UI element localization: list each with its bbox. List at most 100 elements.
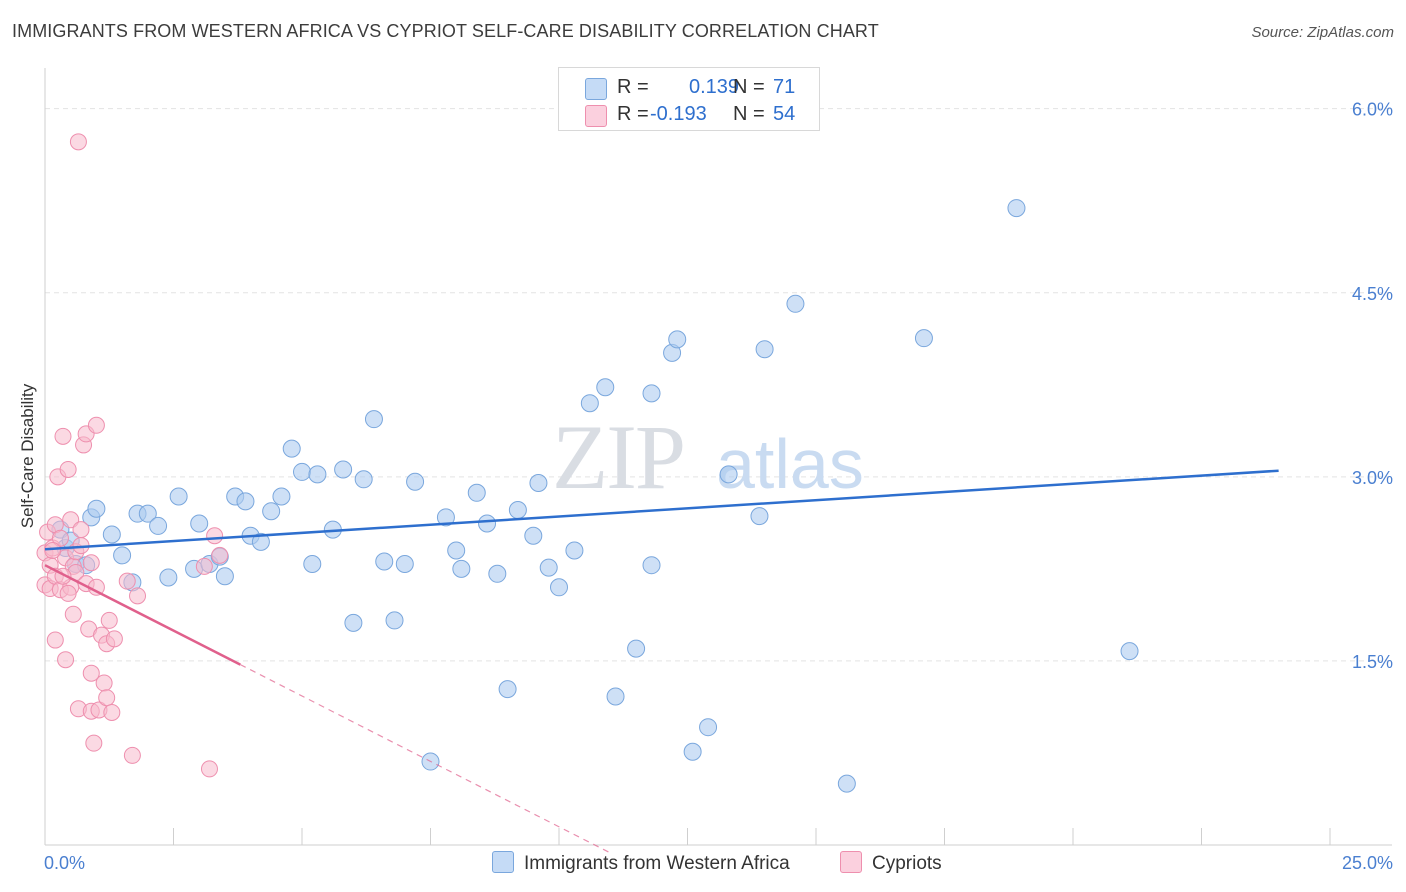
data-point-blue bbox=[375, 552, 394, 571]
data-point-blue bbox=[539, 558, 558, 577]
data-point-pink bbox=[64, 605, 82, 623]
data-point-blue bbox=[385, 611, 404, 630]
legend-row-pink: R = -0.193 N = 54 bbox=[559, 102, 819, 128]
watermark-atlas: atlas bbox=[716, 425, 864, 503]
legend-row-blue: R = 0.139 N = 71 bbox=[559, 75, 819, 101]
watermark-zip: ZIP bbox=[552, 406, 684, 508]
y-axis-label: Self-Care Disability bbox=[18, 383, 37, 529]
data-point-blue bbox=[308, 465, 327, 484]
data-point-pink bbox=[123, 746, 141, 764]
legend-swatch-pink bbox=[585, 105, 607, 127]
data-point-blue bbox=[364, 410, 383, 429]
data-point-blue bbox=[580, 394, 599, 413]
data-point-blue bbox=[395, 554, 414, 573]
data-point-blue bbox=[190, 514, 209, 533]
data-point-blue bbox=[1007, 199, 1026, 218]
bottom-legend-label-pink: Cypriots bbox=[872, 853, 942, 874]
y-tick-label: 3.0% bbox=[1352, 468, 1393, 488]
data-point-blue bbox=[596, 378, 615, 397]
bottom-legend-label-blue: Immigrants from Western Africa bbox=[524, 853, 790, 874]
data-point-pink bbox=[82, 554, 100, 572]
data-point-pink bbox=[72, 521, 90, 539]
data-point-pink bbox=[200, 760, 218, 778]
data-point-blue bbox=[914, 329, 933, 348]
trend-line-blue bbox=[44, 469, 1279, 551]
data-point-pink bbox=[105, 630, 123, 648]
data-point-blue bbox=[1120, 642, 1139, 661]
data-point-pink bbox=[59, 460, 77, 478]
bottom-legend-swatch-pink bbox=[840, 851, 862, 873]
data-point-blue bbox=[606, 687, 625, 706]
data-point-blue bbox=[215, 567, 234, 586]
data-point-blue bbox=[524, 526, 543, 545]
data-point-pink bbox=[129, 587, 147, 605]
data-point-blue bbox=[159, 568, 178, 587]
watermark: ZIP atlas bbox=[552, 406, 864, 508]
data-point-pink bbox=[95, 674, 113, 692]
data-point-pink bbox=[211, 546, 229, 564]
data-point-blue bbox=[447, 541, 466, 560]
data-point-pink bbox=[118, 572, 136, 590]
bottom-legend-blue: Immigrants from Western Africa bbox=[492, 851, 790, 877]
y-tick-labels: 1.5% 3.0% 4.5% 6.0% bbox=[1352, 100, 1393, 672]
data-point-blue bbox=[138, 504, 157, 523]
data-point-blue bbox=[303, 554, 322, 573]
data-point-blue bbox=[683, 742, 702, 761]
data-point-blue bbox=[452, 559, 471, 578]
legend-r-label: R = bbox=[617, 76, 649, 98]
trend-line-pink-extension bbox=[240, 664, 611, 854]
y-tick-label: 6.0% bbox=[1352, 100, 1393, 120]
x-tick-label: 25.0% bbox=[1342, 853, 1393, 873]
y-tick-label: 4.5% bbox=[1352, 284, 1393, 304]
legend-n-label: N = bbox=[733, 103, 765, 125]
y-tick-label: 1.5% bbox=[1352, 652, 1393, 672]
data-point-pink bbox=[87, 416, 105, 434]
data-point-blue bbox=[550, 578, 568, 597]
data-point-blue bbox=[113, 546, 132, 565]
data-point-pink bbox=[57, 651, 75, 669]
data-point-blue bbox=[406, 472, 425, 491]
legend-r-value-blue: 0.139 bbox=[689, 76, 740, 98]
legend-n-value-blue: 71 bbox=[773, 76, 796, 98]
data-point-blue bbox=[354, 470, 373, 489]
data-point-pink bbox=[195, 557, 213, 575]
bottom-legend-swatch-blue bbox=[492, 851, 514, 873]
data-point-blue bbox=[334, 460, 353, 479]
data-point-blue bbox=[293, 462, 311, 481]
legend-r-value-pink: -0.193 bbox=[650, 103, 707, 125]
data-point-blue bbox=[642, 556, 661, 575]
data-point-blue bbox=[508, 500, 527, 519]
data-point-blue bbox=[251, 532, 270, 551]
data-point-blue bbox=[627, 639, 646, 658]
data-point-blue bbox=[436, 508, 455, 527]
data-point-blue bbox=[272, 487, 291, 506]
data-point-pink bbox=[69, 133, 87, 151]
data-point-blue bbox=[478, 514, 497, 533]
data-point-blue bbox=[668, 330, 687, 349]
data-point-pink bbox=[54, 427, 72, 445]
data-point-pink bbox=[62, 511, 80, 529]
trend-lines bbox=[44, 469, 1279, 854]
data-point-blue bbox=[282, 439, 301, 458]
data-point-pink bbox=[85, 734, 103, 752]
data-point-blue bbox=[149, 516, 168, 535]
data-point-pink bbox=[206, 527, 224, 545]
data-point-blue bbox=[467, 483, 486, 502]
data-point-blue bbox=[565, 541, 584, 560]
data-point-blue bbox=[719, 465, 738, 484]
legend-n-label: N = bbox=[733, 76, 765, 98]
correlation-legend: R = 0.139 N = 71 R = -0.193 N = 54 bbox=[558, 67, 820, 131]
data-point-blue bbox=[529, 473, 548, 492]
data-point-blue bbox=[642, 384, 661, 403]
data-point-pink bbox=[59, 584, 77, 602]
legend-r-label: R = bbox=[617, 103, 649, 125]
legend-n-value-pink: 54 bbox=[773, 103, 796, 125]
trend-line-pink bbox=[44, 564, 241, 666]
data-point-blue bbox=[488, 564, 507, 583]
source-label: Source: ZipAtlas.com bbox=[1251, 24, 1394, 41]
data-point-pink bbox=[51, 529, 69, 547]
data-point-blue bbox=[750, 507, 769, 526]
data-point-pink bbox=[44, 541, 62, 559]
data-point-blue bbox=[102, 525, 121, 544]
